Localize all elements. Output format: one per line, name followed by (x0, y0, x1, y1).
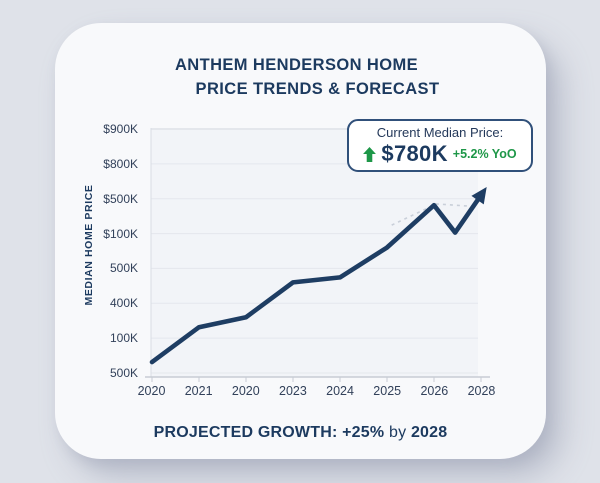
x-tick: 2020 (137, 384, 166, 398)
y-tick: 400K (109, 296, 138, 311)
title-line-2: PRICE TRENDS & FORECAST (195, 80, 440, 98)
x-tick: 2025 (373, 384, 402, 398)
footer-note: PROJECTED GROWTH: +25% by 2028 (55, 424, 546, 442)
x-tick: 2020 (231, 384, 260, 398)
x-tick: 2021 (184, 384, 213, 398)
x-tick: 2026 (420, 384, 449, 398)
footer-growth-text: PROJECTED GROWTH: +25% (153, 424, 385, 441)
trend-arrowhead-icon (471, 187, 487, 205)
y-tick: 100K (109, 331, 138, 346)
y-tick: $100K (103, 226, 138, 241)
current-price-value: $780K (381, 141, 448, 166)
yoy-change-badge: +5.2% YoO (452, 147, 517, 161)
y-tick: $800K (103, 156, 138, 171)
forecast-dash-line (391, 203, 475, 226)
callout-value-row: $780K +5.2% YoO (363, 141, 517, 167)
footer-by-text: by (388, 424, 407, 441)
y-tick-labels: $900K $800K $500K $100K 500K 400K 100K 5… (73, 121, 138, 381)
footer-year-text: 2028 (410, 424, 448, 441)
x-tick: 2024 (326, 384, 354, 398)
y-tick: $500K (103, 191, 138, 206)
y-tick: $900K (103, 122, 138, 136)
x-tick: 2028 (467, 384, 496, 398)
x-tick-labels: 2020 2021 2020 2023 2024 2025 2026 2028 (128, 384, 505, 398)
x-tick: 2023 (279, 384, 307, 398)
page-title: ANTHEM HENDERSON HOME PRICE TRENDS & FOR… (55, 53, 546, 101)
current-price-callout: Current Median Price: $780K +5.2% YoO (347, 119, 533, 172)
title-line-1: ANTHEM HENDERSON HOME (174, 56, 419, 74)
up-arrow-icon (363, 146, 377, 162)
price-trend-line (149, 192, 484, 365)
infographic-card: ANTHEM HENDERSON HOME PRICE TRENDS & FOR… (55, 23, 546, 459)
y-tick: 500K (109, 365, 138, 380)
y-tick: 500K (109, 261, 138, 276)
callout-label: Current Median Price: (376, 125, 504, 140)
